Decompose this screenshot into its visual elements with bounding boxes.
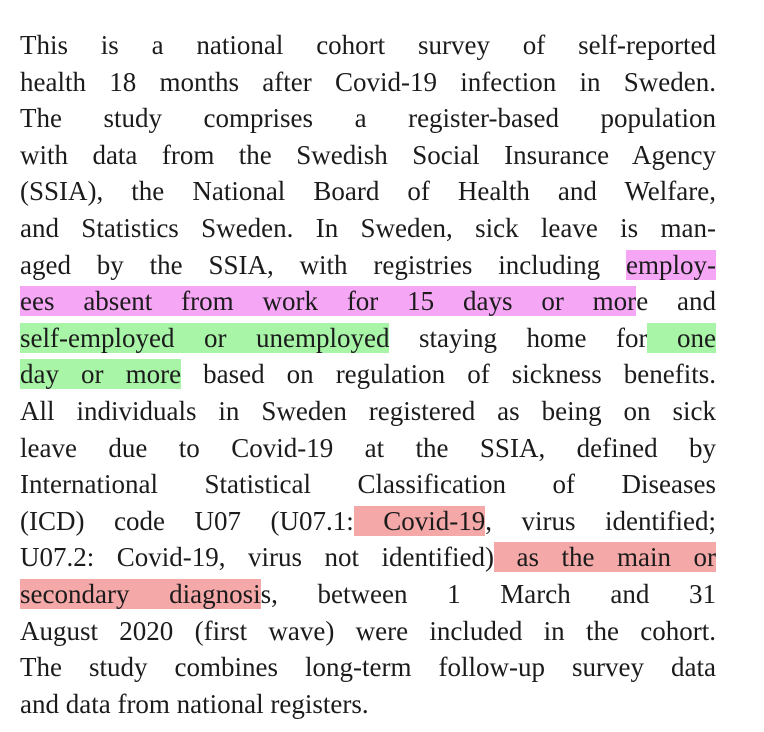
text-line: and Statistics Sweden. In Sweden, sick l… [20, 210, 716, 247]
text-line: The study combines long-term follow-up s… [20, 649, 716, 686]
highlight: day or more [20, 359, 182, 390]
text-line: ees absent from work for 15 days or more… [20, 283, 716, 320]
text-run: (SSIA), the National Board of Health and… [20, 176, 716, 207]
text-run: This is a national cohort survey of self… [20, 30, 716, 60]
highlight: Covid-19 [353, 505, 486, 536]
text-line: health 18 months after Covid-19 infectio… [20, 64, 716, 101]
paragraph: This is a national cohort survey of self… [20, 27, 716, 722]
text-run: with data from the Swedish Social Insura… [20, 139, 716, 170]
text-line: This is a national cohort survey of self… [20, 27, 716, 64]
text-run: staying home for [389, 322, 648, 353]
text-run: August 2020 (first wave) were included i… [20, 615, 716, 646]
text-line: The study comprises a register-based pop… [20, 100, 716, 137]
highlight: employ- [626, 249, 716, 280]
text-line: leave due to Covid-19 at the SSIA, defin… [20, 430, 716, 467]
text-line: (ICD) code U07 (U07.1: Covid-19, virus i… [20, 503, 716, 540]
text-line: International Statistical Classification… [20, 466, 716, 503]
text-run: International Statistical Classification… [20, 469, 716, 500]
highlight: self-employed or unemployed [20, 322, 390, 353]
text-line: day or more based on regulation of sickn… [20, 356, 716, 393]
text-run: s, between 1 March and 31 [260, 578, 716, 609]
highlight: ees absent from work for 15 days or mor [20, 286, 637, 317]
text-run: e and [636, 286, 717, 317]
text-line: August 2020 (first wave) were included i… [20, 613, 716, 650]
text-line: self-employed or unemployed staying home… [20, 320, 716, 357]
text-line: and data from national registers. [20, 686, 716, 723]
text-line: aged by the SSIA, with registries includ… [20, 247, 716, 284]
text-run: leave due to Covid-19 at the SSIA, defin… [20, 432, 716, 463]
highlight: one [647, 322, 716, 353]
text-run: and Statistics Sweden. In Sweden, sick l… [20, 212, 716, 243]
text-run: (ICD) code U07 (U07.1: [20, 505, 354, 536]
text-run: The study combines long-term follow-up s… [20, 652, 716, 683]
highlight: secondary diagnosi [20, 578, 261, 609]
highlight: as the main or [494, 542, 716, 573]
text-run: U07.2: Covid-19, virus not identified) [20, 542, 494, 573]
text-run: based on regulation of sickness benefits… [181, 359, 717, 390]
text-run: All individuals in Sweden registered as … [20, 395, 716, 426]
text-line: U07.2: Covid-19, virus not identified) a… [20, 539, 716, 576]
text-run: and data from national registers. [20, 688, 369, 719]
text-line: (SSIA), the National Board of Health and… [20, 173, 716, 210]
text-line: secondary diagnosis, between 1 March and… [20, 576, 716, 613]
text-run: aged by the SSIA, with registries includ… [20, 249, 627, 280]
text-run: The study comprises a register-based pop… [20, 103, 716, 134]
text-line: All individuals in Sweden registered as … [20, 393, 716, 430]
text-line: with data from the Swedish Social Insura… [20, 137, 716, 174]
text-run: , virus identified; [485, 505, 716, 536]
text-run: health 18 months after Covid-19 infectio… [20, 66, 716, 97]
